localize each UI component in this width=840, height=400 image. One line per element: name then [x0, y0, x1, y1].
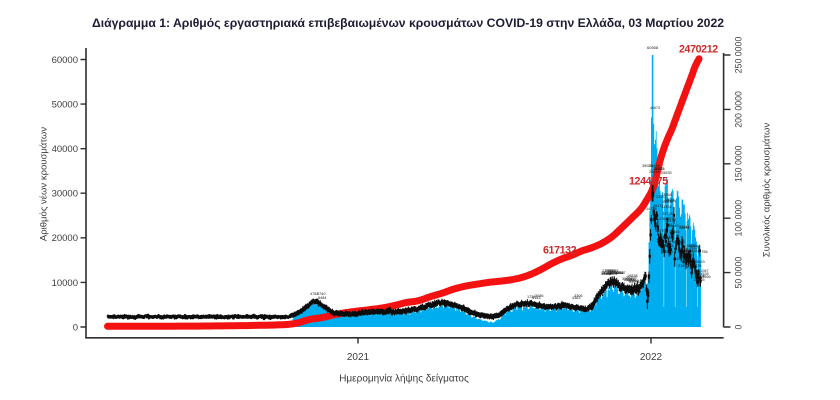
svg-text:5740: 5740: [317, 292, 325, 296]
svg-text:20000: 20000: [52, 233, 78, 244]
svg-text:23161: 23161: [656, 195, 667, 199]
svg-text:26627: 26627: [608, 269, 619, 273]
svg-text:12719: 12719: [665, 217, 676, 221]
svg-text:35053: 35053: [642, 164, 653, 168]
svg-text:20440: 20440: [668, 224, 679, 228]
svg-text:33902: 33902: [629, 280, 640, 284]
svg-text:Συνολικός αριθμός κρουσμάτων: Συνολικός αριθμός κρουσμάτων: [762, 123, 773, 258]
svg-text:16156: 16156: [602, 271, 613, 275]
svg-text:23702: 23702: [605, 269, 616, 273]
svg-text:33147: 33147: [666, 223, 677, 227]
svg-text:40000: 40000: [52, 144, 78, 155]
svg-text:25535: 25535: [661, 171, 672, 175]
svg-text:10000: 10000: [52, 278, 78, 289]
svg-text:30094: 30094: [694, 274, 705, 278]
svg-text:17315: 17315: [601, 271, 612, 275]
svg-text:28707: 28707: [610, 271, 621, 275]
svg-text:38554: 38554: [662, 200, 673, 204]
svg-text:15318: 15318: [662, 236, 673, 240]
svg-text:12027: 12027: [615, 271, 626, 275]
svg-text:2470212: 2470212: [679, 44, 718, 56]
svg-text:16245: 16245: [674, 240, 685, 244]
svg-text:250 0000: 250 0000: [734, 37, 744, 74]
svg-text:13348: 13348: [687, 249, 698, 253]
svg-text:13354: 13354: [663, 244, 674, 248]
svg-text:35528: 35528: [698, 272, 709, 276]
svg-text:12057: 12057: [609, 271, 620, 275]
svg-text:4363: 4363: [572, 296, 580, 300]
svg-text:50000: 50000: [52, 100, 78, 111]
svg-text:34809: 34809: [625, 278, 636, 282]
svg-text:100 0000: 100 0000: [734, 200, 744, 237]
svg-text:0: 0: [73, 322, 78, 333]
svg-text:25683: 25683: [694, 260, 705, 264]
svg-text:44673: 44673: [650, 106, 660, 110]
svg-text:19489: 19489: [601, 272, 612, 276]
svg-text:4782: 4782: [310, 292, 318, 296]
svg-text:23818: 23818: [649, 170, 660, 174]
svg-text:15922: 15922: [607, 272, 618, 276]
svg-text:60000: 60000: [52, 55, 78, 66]
svg-text:31329: 31329: [607, 270, 618, 274]
svg-text:25741: 25741: [687, 265, 698, 269]
svg-text:10756: 10756: [697, 250, 708, 254]
svg-text:Αριθμός νέων κρουσμάτων: Αριθμός νέων κρουσμάτων: [39, 127, 50, 241]
svg-text:20293: 20293: [626, 276, 637, 280]
svg-text:10886: 10886: [676, 257, 687, 261]
svg-text:34241: 34241: [679, 225, 690, 229]
svg-text:30000: 30000: [52, 189, 78, 200]
svg-text:32904: 32904: [622, 277, 633, 281]
svg-text:23728: 23728: [662, 212, 673, 216]
svg-text:13392: 13392: [672, 240, 683, 244]
svg-text:33958: 33958: [661, 193, 672, 197]
svg-text:1244675: 1244675: [629, 176, 668, 188]
svg-text:14867: 14867: [686, 244, 697, 248]
svg-text:36846: 36846: [669, 230, 680, 234]
svg-text:17244: 17244: [613, 271, 624, 275]
svg-text:2022: 2022: [640, 352, 663, 363]
svg-text:17645: 17645: [659, 217, 670, 221]
svg-text:200 0000: 200 0000: [734, 91, 744, 128]
svg-text:38973: 38973: [665, 219, 676, 223]
svg-text:1728: 1728: [527, 295, 535, 299]
svg-text:60558: 60558: [647, 45, 659, 50]
svg-text:21655: 21655: [694, 278, 705, 282]
svg-text:3086: 3086: [535, 294, 543, 298]
svg-text:12253: 12253: [653, 167, 664, 171]
svg-text:32322: 32322: [661, 205, 672, 209]
svg-text:19838: 19838: [627, 274, 638, 278]
svg-text:37817: 37817: [683, 249, 694, 253]
svg-text:25128: 25128: [665, 199, 676, 203]
svg-text:15975: 15975: [655, 229, 666, 233]
svg-text:26266: 26266: [613, 271, 624, 275]
svg-text:0: 0: [734, 324, 744, 329]
svg-text:21848: 21848: [624, 278, 635, 282]
svg-text:8484: 8484: [318, 296, 326, 300]
svg-text:13084: 13084: [601, 272, 612, 276]
svg-text:29735: 29735: [691, 264, 702, 268]
svg-text:26891: 26891: [679, 226, 690, 230]
svg-text:150 0000: 150 0000: [734, 145, 744, 182]
svg-text:617132: 617132: [543, 245, 577, 257]
svg-text:28326: 28326: [689, 246, 700, 250]
svg-text:50 0000: 50 0000: [734, 257, 744, 289]
svg-text:35558: 35558: [662, 250, 673, 254]
svg-text:36815: 36815: [654, 167, 665, 171]
svg-text:13324: 13324: [660, 235, 671, 239]
svg-text:Ημερομηνία λήψης δείγματος: Ημερομηνία λήψης δείγματος: [339, 373, 469, 385]
svg-text:29476: 29476: [649, 164, 660, 168]
svg-text:18556: 18556: [700, 275, 711, 279]
svg-text:26177: 26177: [653, 204, 664, 208]
svg-text:12398: 12398: [628, 279, 639, 283]
svg-text:31067: 31067: [698, 269, 709, 273]
svg-text:21853: 21853: [678, 264, 689, 268]
svg-text:5163: 5163: [532, 296, 540, 300]
svg-text:14238: 14238: [646, 207, 657, 211]
svg-text:Διάγραμμα 1: Αριθμός εργαστηρι: Διάγραμμα 1: Αριθμός εργαστηριακά επιβεβ…: [92, 16, 724, 30]
svg-text:23910: 23910: [602, 269, 613, 273]
svg-text:12304: 12304: [688, 244, 699, 248]
svg-text:3306: 3306: [574, 294, 582, 298]
svg-text:22641: 22641: [664, 198, 675, 202]
svg-text:2021: 2021: [347, 352, 370, 363]
